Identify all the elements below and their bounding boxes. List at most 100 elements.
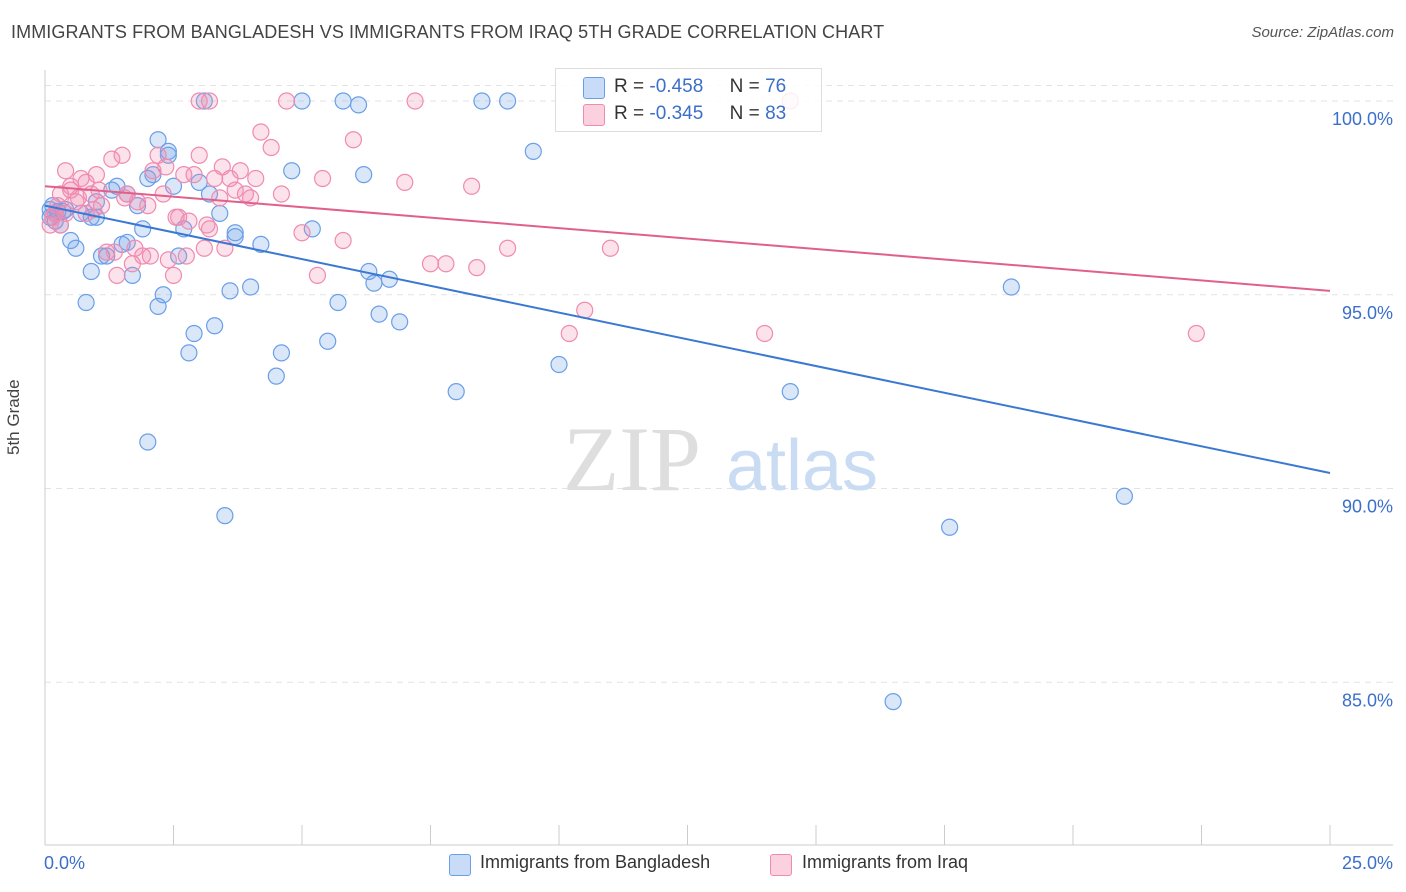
- trend-line: [44, 185, 1331, 292]
- point-iraq: [56, 162, 75, 180]
- point-iraq: [180, 212, 198, 230]
- point-iraq: [144, 162, 162, 180]
- point-bangladesh: [252, 235, 270, 253]
- series-iraq-points: [41, 92, 1205, 343]
- point-bangladesh: [82, 262, 100, 281]
- point-bangladesh: [303, 220, 321, 238]
- legend-swatch-bangladesh: [583, 77, 605, 99]
- point-iraq: [51, 216, 70, 234]
- point-bangladesh: [134, 220, 152, 238]
- point-iraq: [421, 255, 440, 273]
- watermark-zip: ZIP: [563, 408, 701, 510]
- point-iraq: [396, 173, 414, 191]
- y-tick-label: 100.0%: [1332, 109, 1393, 129]
- point-iraq: [344, 131, 362, 149]
- point-iraq: [108, 266, 126, 284]
- point-iraq: [247, 169, 265, 188]
- point-iraq: [113, 146, 131, 164]
- point-bangladesh: [226, 224, 244, 242]
- point-iraq: [437, 255, 455, 273]
- point-iraq: [334, 231, 352, 250]
- bottom-legend-swatch-bangladesh: [449, 854, 471, 876]
- point-bangladesh: [329, 293, 347, 312]
- point-iraq: [560, 324, 578, 343]
- point-bangladesh: [211, 204, 229, 222]
- point-iraq: [252, 123, 270, 141]
- point-iraq: [463, 177, 481, 195]
- bottom-legend-iraq: Immigrants from Iraq: [802, 852, 969, 872]
- x-tick-label-end: 25.0%: [1342, 853, 1393, 873]
- point-iraq: [272, 185, 291, 203]
- point-bangladesh: [139, 433, 157, 451]
- point-bangladesh: [272, 344, 291, 362]
- point-iraq: [755, 324, 774, 343]
- point-bangladesh: [1115, 487, 1134, 505]
- watermark-atlas: atlas: [726, 426, 878, 506]
- trend-lines: [44, 185, 1331, 474]
- point-iraq: [195, 239, 213, 257]
- point-iraq: [213, 158, 231, 176]
- point-iraq: [85, 200, 103, 219]
- point-bangladesh: [1002, 278, 1020, 296]
- point-bangladesh: [319, 332, 337, 350]
- legend-n-value: 83: [765, 103, 787, 124]
- legend-r-label: R =: [614, 103, 645, 124]
- point-bangladesh: [206, 317, 224, 335]
- point-bangladesh: [221, 282, 239, 300]
- point-bangladesh: [180, 344, 198, 362]
- legend-r-value: -0.458: [649, 76, 704, 97]
- point-iraq: [308, 266, 327, 284]
- point-iraq: [159, 251, 177, 269]
- point-bangladesh: [550, 355, 568, 374]
- point-iraq: [164, 266, 183, 284]
- point-bangladesh: [216, 507, 234, 525]
- legend-swatch-iraq: [583, 104, 605, 126]
- point-bangladesh: [370, 305, 388, 323]
- point-iraq: [293, 224, 311, 242]
- point-bangladesh: [293, 92, 311, 110]
- bottom-legend-bangladesh: Immigrants from Bangladesh: [480, 852, 711, 872]
- point-bangladesh: [283, 162, 301, 180]
- point-bangladesh: [473, 92, 491, 110]
- point-bangladesh: [200, 185, 219, 203]
- trend-line: [44, 204, 1331, 474]
- x-tick-label-start: 0.0%: [44, 853, 85, 873]
- legend-n-label: N =: [729, 103, 760, 124]
- point-iraq: [211, 189, 229, 207]
- point-iraq: [167, 208, 185, 226]
- legend-row-iraq: R = -0.345 N = 83: [614, 103, 786, 125]
- point-iraq: [105, 243, 123, 261]
- point-iraq: [185, 166, 203, 184]
- x-tick-labels: 0.0% 25.0%: [44, 853, 1393, 873]
- point-bangladesh: [524, 142, 542, 160]
- point-iraq: [231, 162, 249, 180]
- legend-r-value: -0.345: [649, 103, 704, 124]
- point-iraq: [313, 169, 332, 188]
- point-bangladesh: [242, 278, 260, 296]
- y-tick-label: 90.0%: [1342, 497, 1393, 517]
- point-bangladesh: [781, 383, 799, 401]
- point-bangladesh: [67, 239, 85, 257]
- point-iraq: [157, 158, 175, 176]
- point-iraq: [236, 185, 255, 203]
- point-iraq: [141, 247, 159, 265]
- point-iraq: [226, 181, 244, 199]
- point-iraq: [190, 146, 208, 164]
- point-iraq: [126, 239, 144, 257]
- point-bangladesh: [98, 247, 116, 265]
- point-iraq: [154, 185, 172, 203]
- point-iraq: [198, 216, 216, 234]
- point-iraq: [277, 92, 296, 110]
- point-iraq: [200, 92, 219, 110]
- legend-row-bangladesh: R = -0.458 N = 76: [614, 76, 786, 98]
- point-bangladesh: [334, 92, 352, 110]
- point-bangladesh: [355, 166, 373, 184]
- y-tick-labels: 85.0% 90.0% 95.0% 100.0%: [1332, 109, 1393, 710]
- point-iraq: [139, 197, 157, 215]
- point-iraq: [103, 150, 121, 168]
- point-bangladesh: [185, 324, 203, 343]
- point-iraq: [406, 92, 424, 110]
- point-bangladesh: [267, 367, 285, 385]
- point-iraq: [1187, 324, 1205, 343]
